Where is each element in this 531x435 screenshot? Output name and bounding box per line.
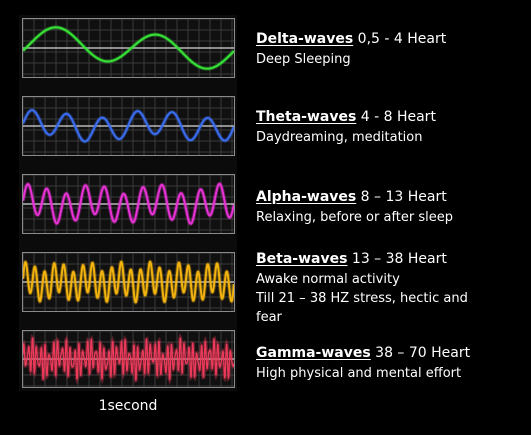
beta-wave-scope [22,252,235,312]
delta-wave-scope [22,18,235,78]
beta-wave-trace [23,253,234,311]
wave-line [23,109,234,143]
delta-description: Delta-waves 0,5 - 4 Heart Deep Sleeping [256,30,528,69]
gamma-wave-scope [22,330,235,388]
wave-name: Delta-waves [256,31,354,47]
alpha-wave-scope [22,174,235,234]
wave-effect: Awake normal activity [256,272,400,287]
wave-line [23,337,234,381]
theta-description: Theta-waves 4 - 8 Heart Daydreaming, med… [256,108,528,147]
wave-name: Alpha-waves [256,189,357,205]
wave-range: 38 – 70 Heart [375,345,471,361]
wave-name: Theta-waves [256,109,357,125]
wave-name: Beta-waves [256,251,348,267]
wave-range: 13 – 38 Heart [351,251,447,267]
alpha-wave-trace [23,175,234,233]
delta-wave-trace [23,19,234,77]
wave-effect: Relaxing, before or after sleep [256,210,454,225]
wave-range: 8 – 13 Heart [360,189,447,205]
wave-effect: Till 21 – 38 HZ stress, hectic and [256,291,468,306]
time-scale-caption: 1second [98,398,158,414]
wave-line [23,182,234,225]
theta-wave-scope [22,96,235,156]
wave-range: 4 - 8 Heart [360,109,436,125]
gamma-wave-trace [23,331,234,387]
wave-effect: Daydreaming, meditation [256,130,423,145]
theta-wave-trace [23,97,234,155]
wave-name: Gamma-waves [256,345,371,361]
alpha-description: Alpha-waves 8 – 13 Heart Relaxing, befor… [256,188,528,227]
wave-effect: High physical and mental effort [256,366,462,381]
wave-line [23,260,234,304]
wave-range: 0,5 - 4 Heart [357,31,447,47]
wave-effect: Deep Sleeping [256,52,351,67]
gamma-description: Gamma-waves 38 – 70 Heart High physical … [256,344,528,383]
beta-description: Beta-waves 13 – 38 Heart Awake normal ac… [256,250,528,327]
wave-effect: fear [256,310,282,325]
wave-line [23,26,234,70]
